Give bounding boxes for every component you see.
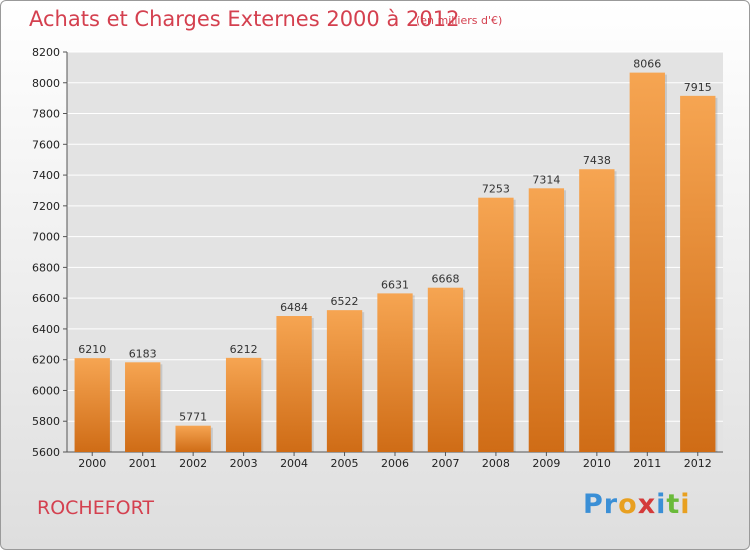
bar xyxy=(579,169,615,452)
y-tick-label: 6800 xyxy=(32,261,60,274)
x-tick-label: 2000 xyxy=(78,457,106,470)
y-tick-label: 7600 xyxy=(32,138,60,151)
data-label: 7438 xyxy=(583,154,611,167)
y-tick-label: 6400 xyxy=(32,323,60,336)
x-tick-label: 2001 xyxy=(129,457,157,470)
x-tick-label: 2008 xyxy=(482,457,510,470)
logo-letter: i xyxy=(656,489,667,520)
data-label: 6212 xyxy=(230,343,258,356)
data-label: 6631 xyxy=(381,278,409,291)
bar xyxy=(680,95,716,452)
data-label: 6668 xyxy=(431,273,459,286)
data-label: 7915 xyxy=(684,81,712,94)
x-tick-label: 2002 xyxy=(179,457,207,470)
data-label: 6522 xyxy=(331,295,359,308)
logo-letter: P xyxy=(583,489,604,520)
y-tick-label: 6000 xyxy=(32,384,60,397)
bar-group xyxy=(74,358,112,452)
x-tick-label: 2010 xyxy=(583,457,611,470)
proxiti-logo: Proxiti xyxy=(583,489,691,520)
bar xyxy=(175,425,211,452)
bar xyxy=(478,197,514,452)
bar-group xyxy=(629,72,667,452)
x-tick-label: 2007 xyxy=(431,457,459,470)
y-tick-label: 8200 xyxy=(32,46,60,59)
bar xyxy=(528,188,565,453)
x-tick-label: 2006 xyxy=(381,457,409,470)
y-tick-label: 5600 xyxy=(32,446,60,459)
bar xyxy=(427,287,464,452)
x-tick-label: 2003 xyxy=(230,457,258,470)
chart-title: Achats et Charges Externes 2000 à 2012 xyxy=(29,7,460,31)
bar-group xyxy=(125,362,163,452)
logo-letter: x xyxy=(637,489,657,520)
x-tick-label: 2009 xyxy=(532,457,560,470)
bar-group xyxy=(175,425,213,452)
x-tick-label: 2011 xyxy=(633,457,661,470)
bar-group xyxy=(326,310,365,452)
x-tick-label: 2012 xyxy=(684,457,712,470)
y-tick-label: 6200 xyxy=(32,354,60,367)
commune-name: ROCHEFORT xyxy=(37,497,155,519)
bar-group xyxy=(377,293,415,452)
data-label: 5771 xyxy=(179,411,207,424)
bar-group xyxy=(579,169,617,452)
y-tick-label: 8000 xyxy=(32,77,60,90)
bar-group xyxy=(478,197,516,452)
bar xyxy=(74,358,110,452)
logo-letter: i xyxy=(680,489,691,520)
data-label: 8066 xyxy=(633,58,661,71)
y-tick-label: 7800 xyxy=(32,108,60,121)
y-tick-label: 7200 xyxy=(32,200,60,213)
logo-letter: o xyxy=(618,489,638,520)
data-label: 6183 xyxy=(129,347,157,360)
chart-unit: (en milliers d'€) xyxy=(416,14,503,27)
bar xyxy=(326,310,363,452)
bar-group xyxy=(225,357,264,452)
data-label: 6484 xyxy=(280,301,308,314)
bar-group xyxy=(528,188,567,453)
logo-letter: t xyxy=(666,489,681,520)
bar xyxy=(276,316,312,452)
x-tick-label: 2005 xyxy=(331,457,359,470)
y-tick-label: 5800 xyxy=(32,415,60,428)
bar xyxy=(125,362,161,452)
data-label: 7253 xyxy=(482,183,510,196)
data-label: 7314 xyxy=(532,173,560,186)
bar-group xyxy=(276,316,314,452)
bar-group xyxy=(680,95,718,452)
x-tick-label: 2004 xyxy=(280,457,308,470)
data-label: 6210 xyxy=(78,343,106,356)
logo-letter: r xyxy=(603,489,619,520)
bar xyxy=(225,357,262,452)
y-tick-label: 7000 xyxy=(32,231,60,244)
bar xyxy=(629,72,665,452)
y-tick-label: 7400 xyxy=(32,169,60,182)
bar-group xyxy=(427,287,466,452)
y-tick-label: 6600 xyxy=(32,292,60,305)
bar xyxy=(377,293,413,452)
